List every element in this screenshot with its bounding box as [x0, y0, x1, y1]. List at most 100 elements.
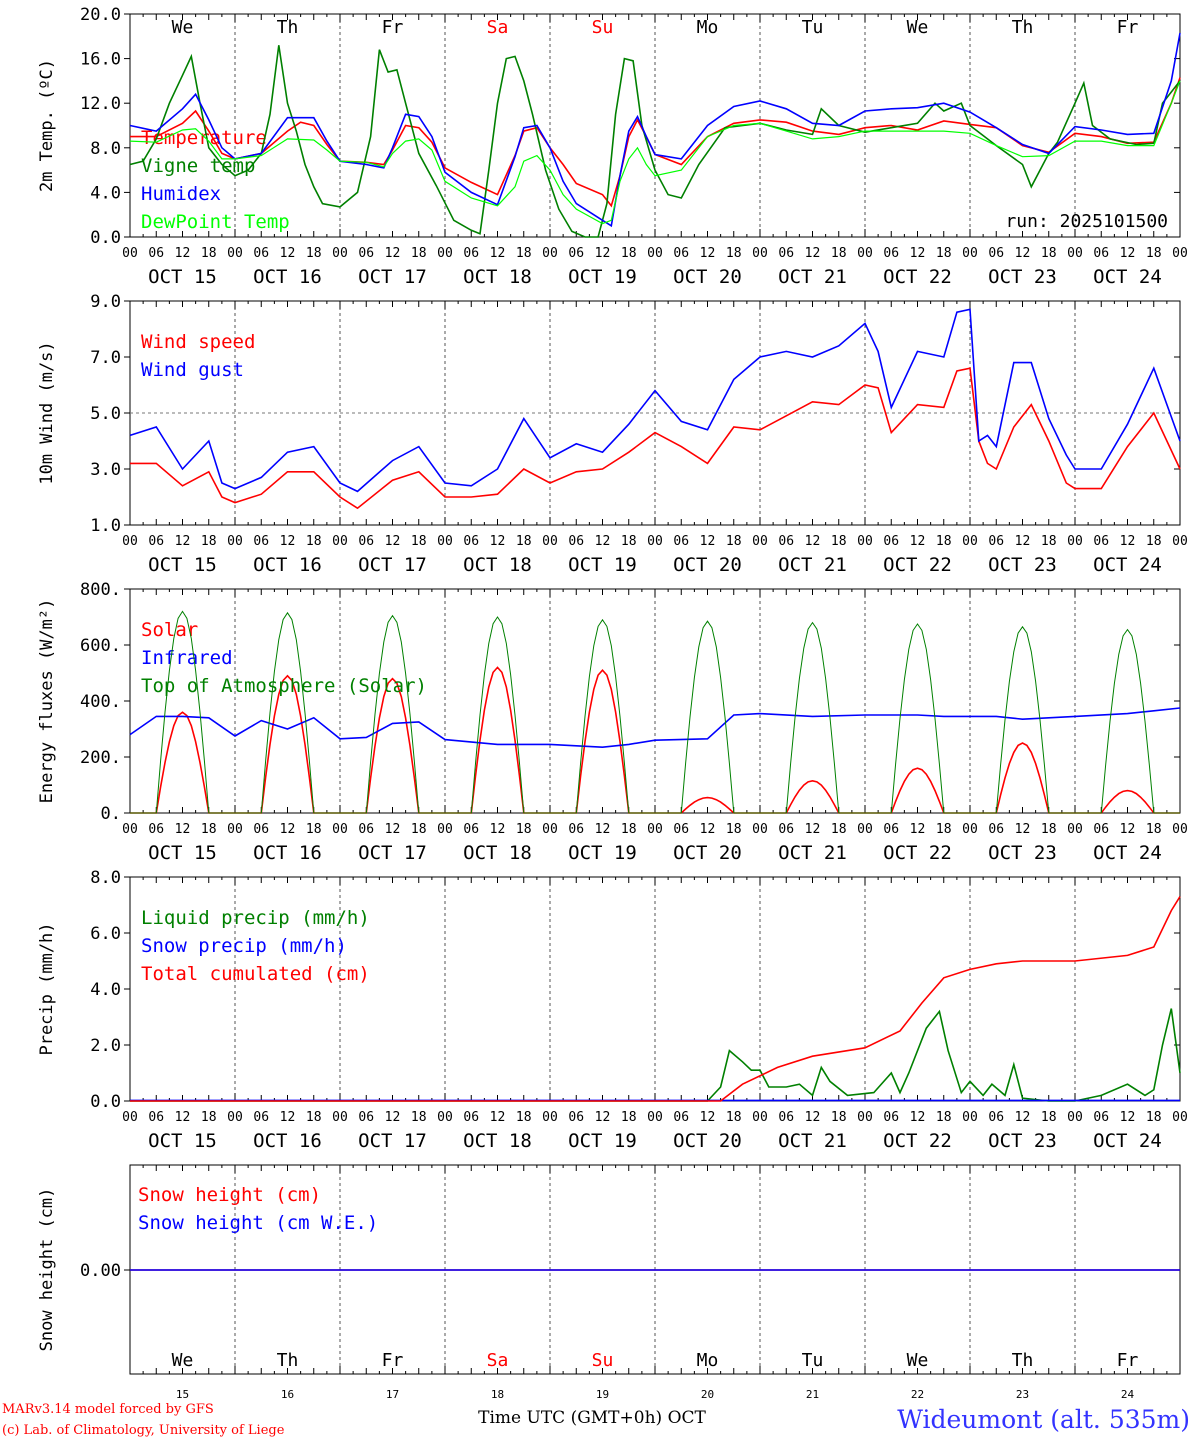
hour-label: 12 [175, 246, 191, 261]
hour-label: 00 [1067, 822, 1083, 837]
date-label: OCT 22 [883, 842, 952, 864]
hour-label: 18 [1041, 246, 1057, 261]
date-label: OCT 21 [778, 266, 847, 288]
day-name: Tu [802, 1350, 824, 1371]
hour-label: 12 [805, 534, 821, 549]
hour-label: 00 [647, 1110, 663, 1125]
hour-label: 06 [568, 246, 584, 261]
day-number: 17 [386, 1388, 399, 1401]
y-tick-label: 800. [80, 580, 121, 600]
y-tick-label: 0. [101, 804, 121, 824]
date-label: OCT 22 [883, 1130, 952, 1152]
hour-label: 18 [1041, 534, 1057, 549]
legend-entry: Wind gust [141, 359, 244, 381]
hour-label: 18 [201, 246, 217, 261]
day-number: 20 [701, 1388, 714, 1401]
date-label: OCT 18 [463, 554, 532, 576]
hour-label: 18 [621, 1110, 637, 1125]
day-number: 16 [281, 1388, 294, 1401]
hour-label: 00 [542, 1110, 558, 1125]
hour-label: 00 [1172, 1110, 1188, 1125]
y-tick-label: 7.0 [90, 348, 121, 368]
date-label: OCT 23 [988, 842, 1057, 864]
y-tick-label: 400. [80, 692, 121, 712]
hour-label: 00 [962, 246, 978, 261]
hour-label: 18 [726, 822, 742, 837]
hour-label: 06 [988, 534, 1004, 549]
panel-4: 0.0 2.0 4.0 6.0 8.0 Precip (mm/h) 00 06 12 18 OCT … [37, 868, 1188, 1152]
hour-label: 18 [411, 246, 427, 261]
hour-label: 18 [936, 1110, 952, 1125]
hour-label: 00 [227, 1110, 243, 1125]
hour-label: 12 [1015, 246, 1031, 261]
hour-label: 00 [857, 246, 873, 261]
hour-label: 18 [831, 1110, 847, 1125]
hour-label: 06 [253, 534, 269, 549]
day-name: Fr [382, 17, 404, 38]
date-label: OCT 22 [883, 554, 952, 576]
day-number: 19 [596, 1388, 609, 1401]
date-label: OCT 20 [673, 1130, 742, 1152]
hour-label: 00 [752, 246, 768, 261]
y-axis-label: Precip (mm/h) [37, 922, 57, 1055]
hour-label: 00 [332, 1110, 348, 1125]
day-number: 15 [176, 1388, 189, 1401]
date-label: OCT 15 [148, 1130, 217, 1152]
date-label: OCT 18 [463, 266, 532, 288]
date-label: OCT 19 [568, 266, 637, 288]
series-line-3 [130, 896, 1181, 1102]
hour-label: 06 [883, 822, 899, 837]
hour-label: 12 [910, 534, 926, 549]
y-tick-label: 600. [80, 636, 121, 656]
date-label: OCT 24 [1093, 1130, 1162, 1152]
hour-label: 06 [253, 822, 269, 837]
panel-frame [129, 588, 1181, 814]
day-number: 21 [806, 1388, 819, 1401]
hour-label: 06 [988, 246, 1004, 261]
day-name: Sa [487, 17, 509, 38]
date-label: OCT 20 [673, 554, 742, 576]
hour-label: 18 [516, 1110, 532, 1125]
hour-label: 00 [647, 246, 663, 261]
day-name: We [907, 17, 929, 38]
hour-label: 12 [1120, 1110, 1136, 1125]
hour-label: 12 [595, 534, 611, 549]
hour-label: 06 [358, 534, 374, 549]
footer-lab-credit: (c) Lab. of Climatology, University of L… [2, 1423, 285, 1438]
day-name: Th [277, 1350, 299, 1371]
day-name: Tu [802, 17, 824, 38]
legend-entry: Vigne temp [141, 155, 255, 177]
hour-label: 00 [857, 534, 873, 549]
hour-label: 00 [122, 534, 138, 549]
date-label: OCT 23 [988, 554, 1057, 576]
x-axis-title: Time UTC (GMT+0h) OCT [478, 1408, 706, 1428]
hour-label: 18 [1146, 822, 1162, 837]
hour-label: 18 [621, 534, 637, 549]
hour-label: 06 [988, 822, 1004, 837]
series-line-2 [129, 707, 1181, 749]
hour-label: 00 [437, 246, 453, 261]
hour-label: 18 [306, 246, 322, 261]
series-line-1 [130, 77, 1181, 208]
date-label: OCT 16 [253, 266, 322, 288]
date-label: OCT 24 [1093, 266, 1162, 288]
day-number: 23 [1016, 1388, 1029, 1401]
day-name: Th [1012, 1350, 1034, 1371]
hour-label: 18 [201, 1110, 217, 1125]
hour-label: 00 [857, 1110, 873, 1125]
legend-entry: Solar [141, 619, 198, 641]
hour-label: 18 [201, 534, 217, 549]
day-name: Fr [1117, 17, 1139, 38]
hour-label: 00 [542, 246, 558, 261]
hour-label: 18 [306, 534, 322, 549]
hour-label: 12 [490, 1110, 506, 1125]
hour-label: 18 [831, 534, 847, 549]
hour-label: 18 [516, 246, 532, 261]
panel-2: 1.0 3.0 5.0 7.0 9.0 10m Wind (m/s) 00 06 12 18 OCT… [37, 292, 1188, 576]
hour-label: 00 [1172, 822, 1188, 837]
legend-entry: Snow height (cm W.E.) [138, 1212, 378, 1234]
hour-label: 18 [621, 246, 637, 261]
hour-label: 00 [122, 1110, 138, 1125]
series-line-3 [130, 610, 1180, 814]
y-tick-label: 1.0 [90, 516, 121, 536]
